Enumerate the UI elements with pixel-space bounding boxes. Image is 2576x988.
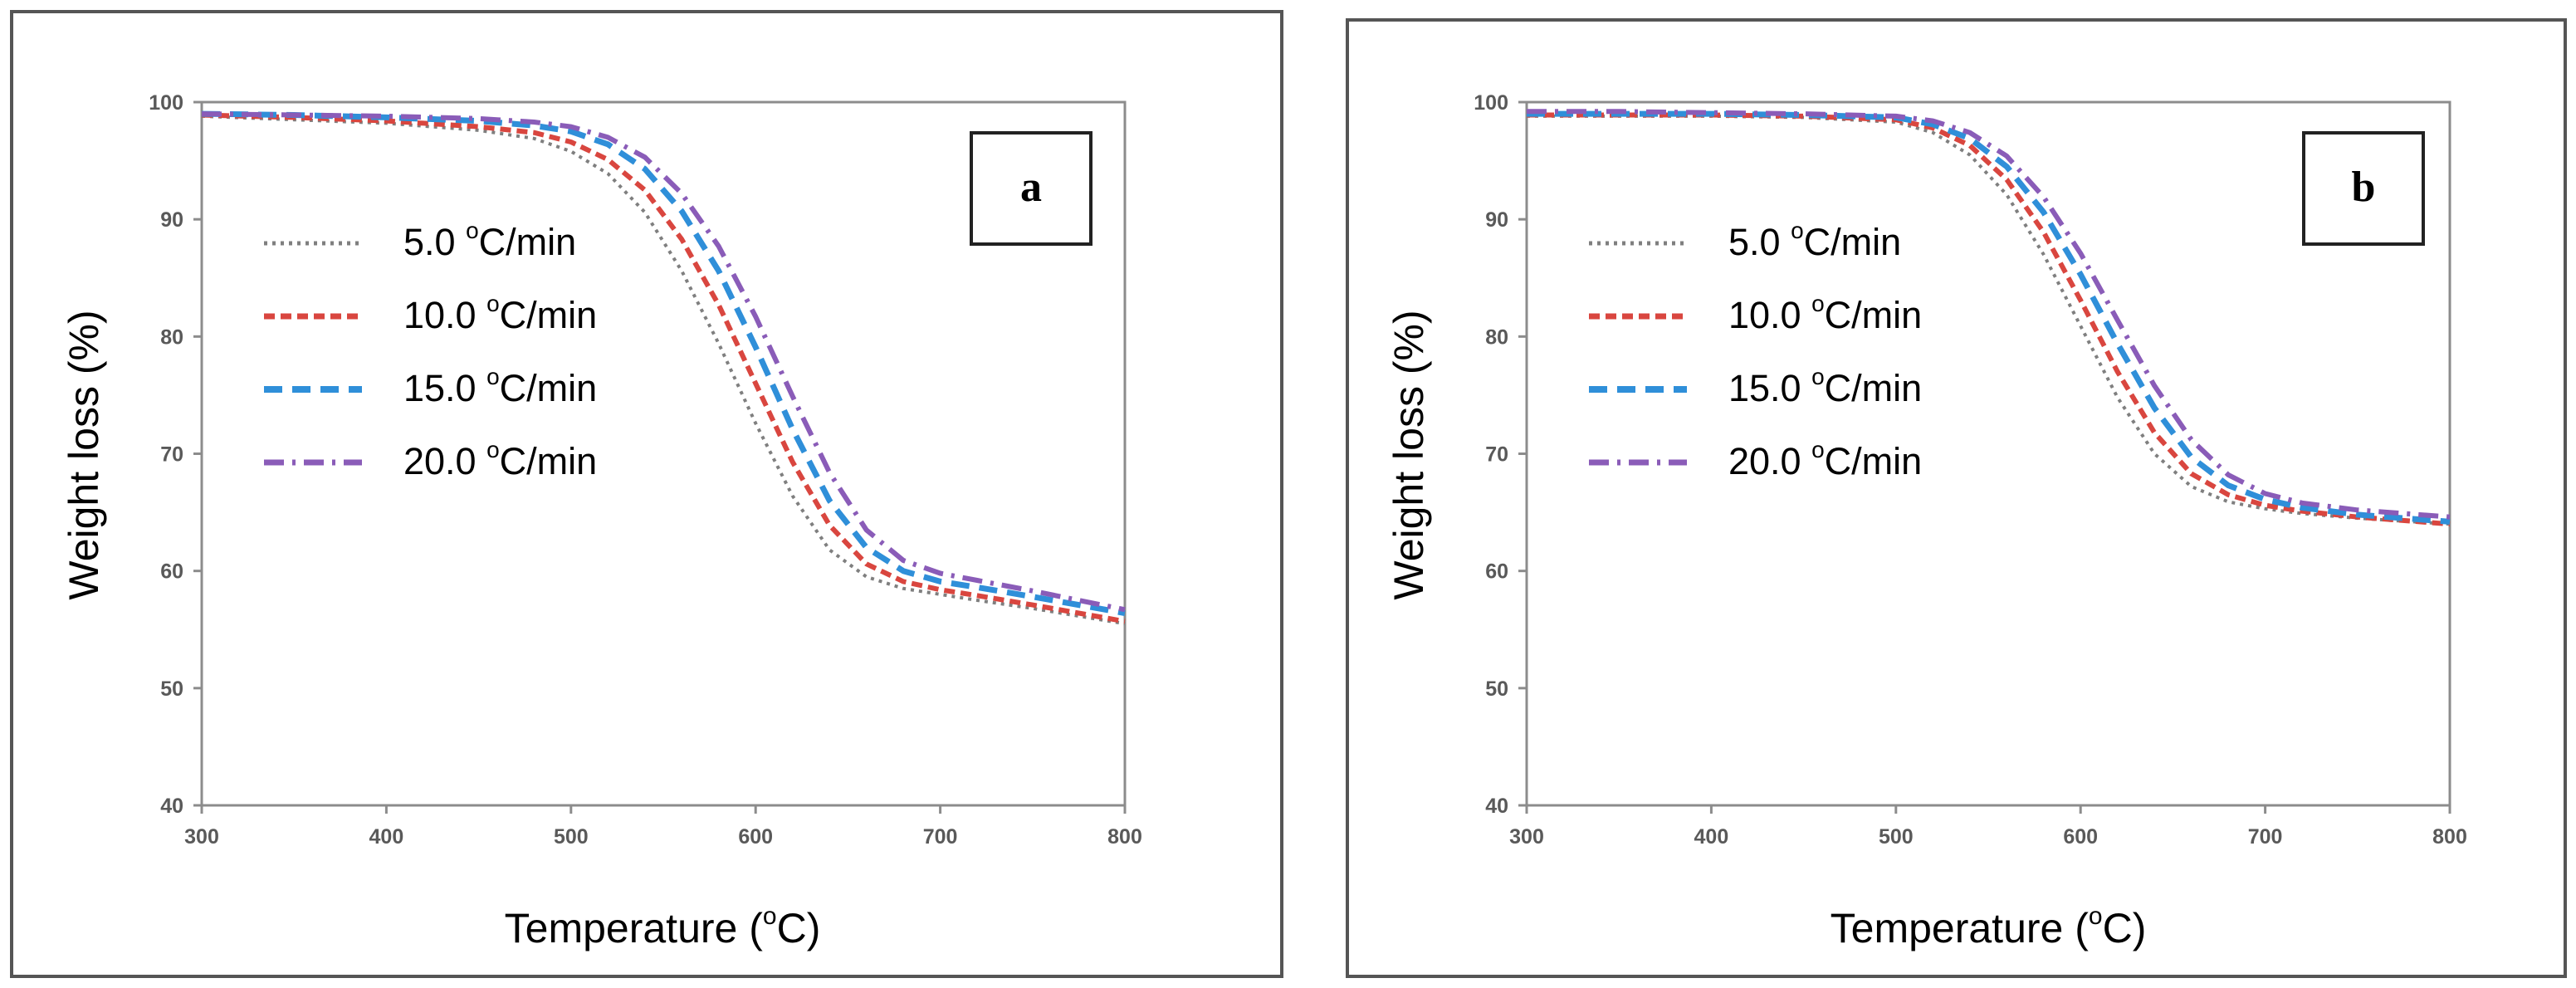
x-tick-label: 800	[2432, 825, 2467, 849]
x-tick-label: 500	[1879, 825, 1914, 849]
panel-b-x-axis-label: Temperature	[1831, 905, 2064, 951]
panel-b-series	[1527, 109, 2451, 527]
series-line-5-0	[1527, 114, 2451, 526]
y-tick-label: 60	[160, 560, 183, 584]
panel-b-x-ticks: 300 400 500 600 700 800	[1509, 805, 2467, 849]
x-tick-label: 600	[738, 825, 773, 849]
panel-b-legend: 5.0 oC/min 10.0 oC/min 15.0 oC/min 20.0 oC/…	[1589, 218, 1922, 482]
legend-label-20-0: 20.0 oC/min	[403, 437, 597, 482]
panel-b-x-axis-unit-sup: o	[2089, 902, 2103, 930]
x-tick-label: 500	[554, 825, 589, 849]
legend-label-15-0: 15.0 oC/min	[403, 364, 597, 409]
legend-label-5-0: 5.0 oC/min	[403, 218, 576, 263]
panel-a-x-axis-label: Temperature	[505, 905, 738, 951]
series-line-20-0	[1527, 109, 2451, 520]
y-tick-label: 60	[1485, 560, 1508, 584]
series-line-10-0	[1527, 112, 2451, 527]
y-tick-label: 70	[1485, 443, 1508, 467]
panel-a-x-axis-unit-sup: o	[763, 902, 777, 930]
y-tick-label: 40	[160, 795, 183, 818]
y-tick-label: 100	[1474, 91, 1508, 115]
panel-b-label-box	[2302, 131, 2425, 246]
legend-label-20-0: 20.0 oC/min	[1728, 437, 1922, 482]
x-tick-label: 800	[1107, 825, 1142, 849]
panel-b-y-axis-title: Weight loss (%)	[1386, 310, 1432, 599]
panel-a-label-box	[970, 131, 1092, 246]
x-tick-label: 300	[184, 825, 219, 849]
legend-label-15-0: 15.0 oC/min	[1728, 364, 1922, 409]
x-tick-label: 400	[1694, 825, 1729, 849]
y-tick-label: 50	[1485, 677, 1508, 701]
panel-a-y-axis-title: Weight loss (%)	[61, 310, 107, 599]
panel-a-legend: 5.0 oC/min 10.0 oC/min 15.0 oC/min 20.0 oC/…	[264, 218, 597, 482]
panel-b-y-ticks: 40 50 60 70 80 90 100	[1474, 91, 1527, 818]
y-tick-label: 100	[149, 91, 183, 115]
x-tick-label: 700	[923, 825, 958, 849]
series-line-20-0	[201, 111, 1126, 613]
panel-a-x-ticks: 300 400 500 600 700 800	[184, 805, 1142, 849]
panel-a-y-ticks: 40 50 60 70 80 90 100	[149, 91, 202, 818]
x-tick-label: 600	[2063, 825, 2098, 849]
y-tick-label: 90	[160, 208, 183, 232]
legend-label-5-0: 5.0 oC/min	[1728, 218, 1901, 263]
y-tick-label: 90	[1485, 208, 1508, 232]
panel-b-label: b	[2352, 164, 2376, 211]
legend-label-10-0: 10.0 oC/min	[403, 291, 597, 336]
chart-panel-b: 40 50 60 70 80 90 100 300 400 500 600 700 800 Weigh…	[1346, 18, 2567, 978]
panel-a-x-axis-unit: C	[777, 905, 807, 951]
y-tick-label: 70	[160, 443, 183, 467]
chart-panel-a: 40 50 60 70 80 90 100 300 400 500 600 700 800 Weigh…	[10, 10, 1283, 978]
x-tick-label: 700	[2248, 825, 2283, 849]
y-tick-label: 80	[1485, 325, 1508, 349]
panel-a-series	[201, 110, 1126, 626]
panel-b-x-axis-unit: C	[2103, 905, 2133, 951]
y-tick-label: 80	[160, 325, 183, 349]
x-tick-label: 300	[1509, 825, 1544, 849]
panel-b-plot-area	[1525, 100, 2451, 807]
panel-a-label: a	[1020, 164, 1042, 211]
legend-label-10-0: 10.0 oC/min	[1728, 291, 1922, 336]
series-line-15-0	[201, 110, 1126, 616]
y-tick-label: 40	[1485, 795, 1508, 818]
series-line-15-0	[1527, 110, 2451, 525]
x-tick-label: 400	[369, 825, 404, 849]
y-tick-label: 50	[160, 677, 183, 701]
